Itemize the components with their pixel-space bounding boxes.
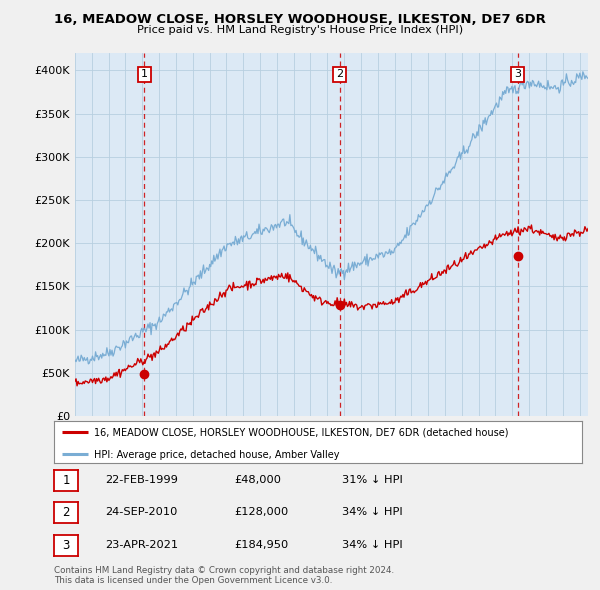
Text: 34% ↓ HPI: 34% ↓ HPI [342, 540, 403, 549]
Text: 24-SEP-2010: 24-SEP-2010 [105, 507, 178, 517]
Text: 2: 2 [62, 506, 70, 519]
Text: 3: 3 [514, 70, 521, 80]
Text: Contains HM Land Registry data © Crown copyright and database right 2024.
This d: Contains HM Land Registry data © Crown c… [54, 566, 394, 585]
Text: Price paid vs. HM Land Registry's House Price Index (HPI): Price paid vs. HM Land Registry's House … [137, 25, 463, 35]
Text: 22-FEB-1999: 22-FEB-1999 [105, 475, 178, 484]
Text: 3: 3 [62, 539, 70, 552]
Text: 1: 1 [62, 474, 70, 487]
Text: £184,950: £184,950 [234, 540, 288, 549]
Text: £128,000: £128,000 [234, 507, 288, 517]
Text: 2: 2 [336, 70, 343, 80]
Text: HPI: Average price, detached house, Amber Valley: HPI: Average price, detached house, Ambe… [94, 450, 339, 460]
Text: 23-APR-2021: 23-APR-2021 [105, 540, 178, 549]
Text: 16, MEADOW CLOSE, HORSLEY WOODHOUSE, ILKESTON, DE7 6DR (detached house): 16, MEADOW CLOSE, HORSLEY WOODHOUSE, ILK… [94, 428, 508, 438]
Text: 1: 1 [141, 70, 148, 80]
Text: £48,000: £48,000 [234, 475, 281, 484]
Text: 16, MEADOW CLOSE, HORSLEY WOODHOUSE, ILKESTON, DE7 6DR: 16, MEADOW CLOSE, HORSLEY WOODHOUSE, ILK… [54, 13, 546, 26]
Text: 34% ↓ HPI: 34% ↓ HPI [342, 507, 403, 517]
Text: 31% ↓ HPI: 31% ↓ HPI [342, 475, 403, 484]
